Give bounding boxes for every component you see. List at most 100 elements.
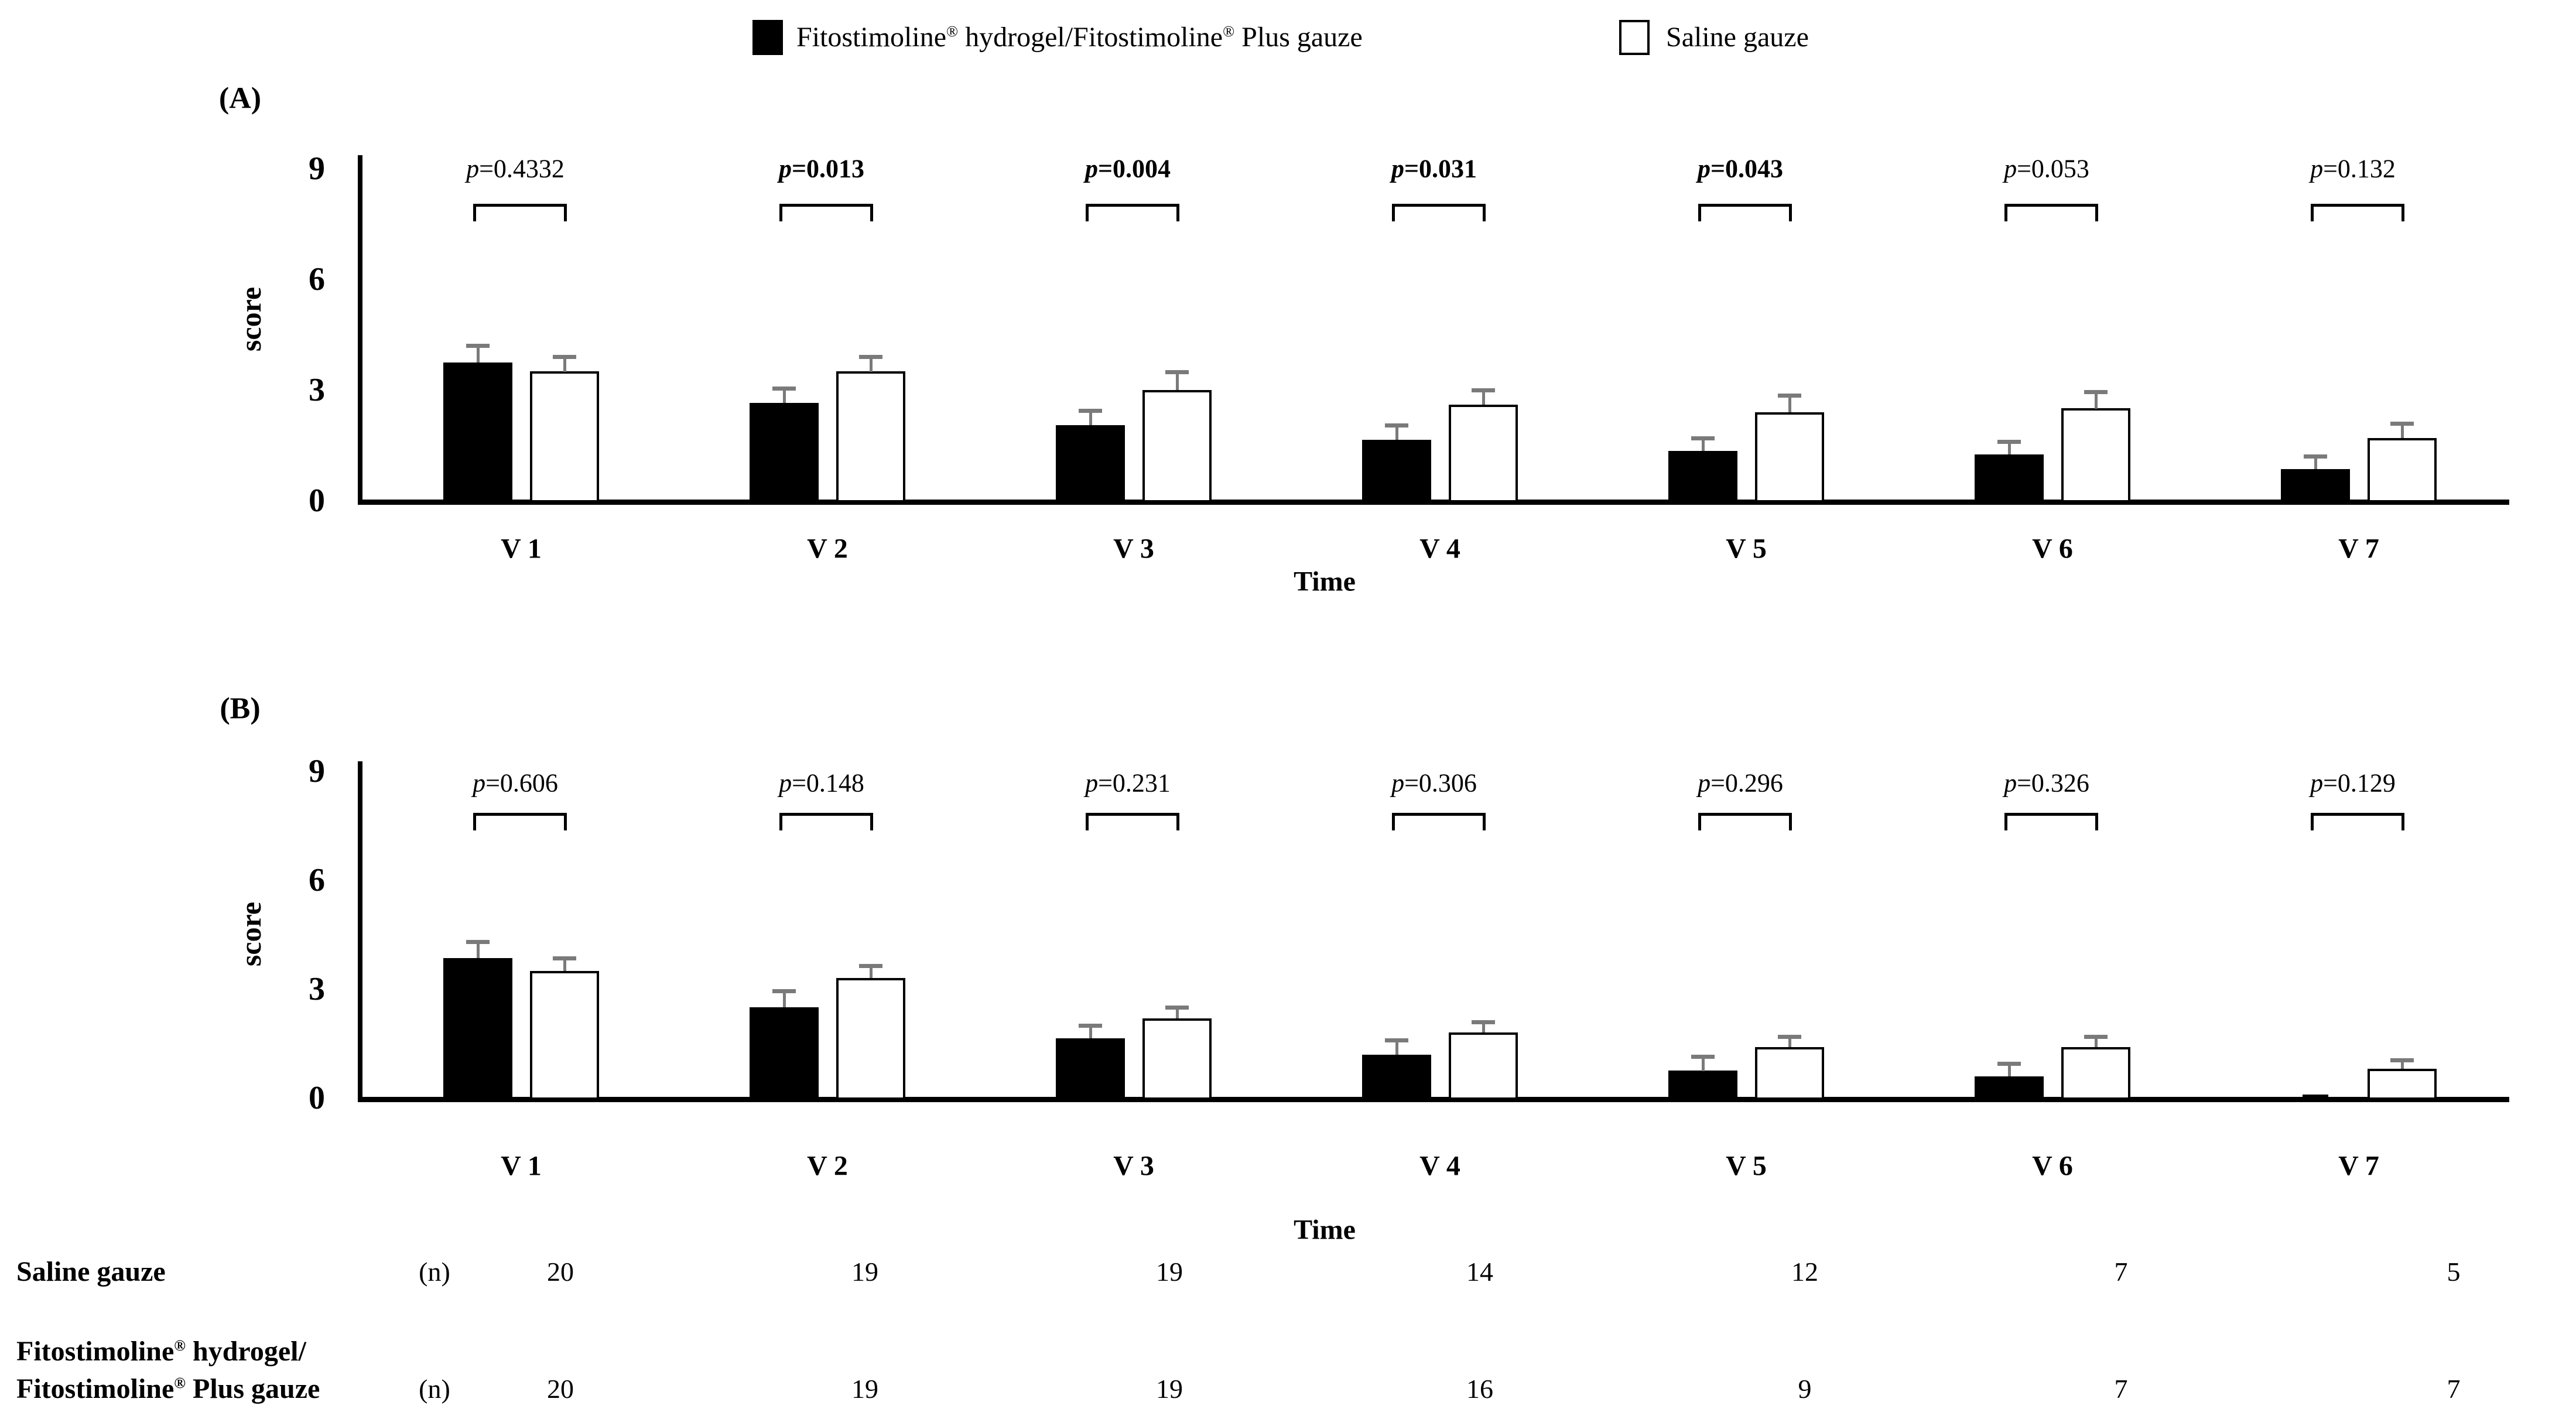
bar-a-2-saline — [836, 371, 905, 502]
error-bar-stem-a-2-fitostimoline — [783, 388, 786, 403]
error-bar-stem-a-7-saline — [2401, 423, 2404, 438]
p-value-label-a-7: p=0.132 — [2310, 154, 2396, 183]
category-label-a-7: V 7 — [2338, 533, 2379, 565]
category-label-b-7: V 7 — [2338, 1150, 2379, 1182]
bar-a-7-saline — [2368, 438, 2437, 502]
error-bar-cap-b-5-fitostimoline — [1691, 1055, 1715, 1059]
significance-bracket-right-tick-a-6 — [2095, 204, 2098, 221]
error-bar-stem-a-1-fitostimoline — [477, 346, 480, 363]
table-value-1-v1: 20 — [547, 1257, 574, 1287]
y-tick-label-b-9: 9 — [309, 753, 325, 789]
bar-a-5-fitostimoline — [1668, 451, 1737, 502]
error-bar-cap-b-7-saline — [2390, 1058, 2414, 1062]
error-bar-cap-b-1-saline — [553, 956, 576, 960]
error-bar-cap-a-7-fitostimoline — [2304, 454, 2327, 459]
bar-b-2-saline — [836, 978, 905, 1100]
significance-bracket-left-tick-a-7 — [2311, 204, 2314, 221]
bar-b-3-fitostimoline — [1056, 1038, 1125, 1100]
bar-a-4-fitostimoline — [1362, 440, 1431, 502]
p-value-label-b-6: p=0.326 — [2004, 768, 2089, 798]
significance-bracket-b-4 — [1392, 813, 1486, 816]
error-bar-cap-a-3-saline — [1165, 370, 1189, 374]
bar-a-1-saline — [530, 371, 599, 502]
bar-a-5-saline — [1755, 412, 1824, 502]
panel-letter-b: (B) — [220, 692, 261, 726]
error-bar-cap-a-2-saline — [859, 355, 882, 359]
error-bar-stem-a-3-saline — [1176, 372, 1179, 390]
table-row-label-1-line-1: Saline gauze — [16, 1256, 166, 1287]
category-label-a-5: V 5 — [1726, 533, 1767, 565]
p-value-label-b-4: p=0.306 — [1391, 768, 1477, 798]
table-value-1-v4: 14 — [1466, 1257, 1493, 1287]
significance-bracket-right-tick-b-5 — [1789, 813, 1792, 830]
significance-bracket-right-tick-b-1 — [564, 813, 567, 830]
error-bar-stem-b-7-saline — [2401, 1060, 2404, 1069]
significance-bracket-a-5 — [1698, 204, 1792, 207]
bar-b-1-fitostimoline — [443, 958, 512, 1100]
legend-swatch-fitostimoline — [752, 20, 783, 55]
legend-label-saline: Saline gauze — [1666, 22, 1809, 53]
error-bar-cap-a-3-fitostimoline — [1079, 409, 1102, 413]
bar-b-6-fitostimoline — [1975, 1076, 2044, 1100]
y-axis-line-b — [358, 761, 362, 1102]
p-value-label-b-7: p=0.129 — [2310, 768, 2396, 798]
error-bar-stem-b-4-fitostimoline — [1395, 1040, 1398, 1055]
p-value-label-a-5: p=0.043 — [1697, 154, 1784, 183]
significance-bracket-a-1 — [473, 204, 567, 207]
significance-bracket-left-tick-b-6 — [2004, 813, 2007, 830]
error-bar-stem-b-5-fitostimoline — [1702, 1056, 1705, 1071]
table-value-2-v2: 19 — [851, 1374, 878, 1404]
significance-bracket-left-tick-a-1 — [473, 204, 476, 221]
error-bar-stem-b-6-saline — [2095, 1037, 2098, 1047]
bar-b-1-saline — [530, 971, 599, 1100]
bar-b-2-fitostimoline — [750, 1007, 819, 1100]
error-bar-cap-b-5-saline — [1778, 1035, 1801, 1039]
error-bar-cap-a-5-fitostimoline — [1691, 436, 1715, 440]
table-n-label-1: (n) — [419, 1257, 450, 1287]
error-bar-stem-b-6-fitostimoline — [2008, 1063, 2011, 1076]
significance-bracket-b-1 — [473, 813, 567, 816]
bar-a-6-saline — [2061, 408, 2130, 502]
x-axis-label-a: Time — [1294, 566, 1356, 597]
bar-b-4-fitostimoline — [1362, 1055, 1431, 1100]
y-axis-label-b: score — [234, 901, 267, 967]
significance-bracket-right-tick-b-3 — [1176, 813, 1179, 830]
error-bar-stem-a-5-saline — [1788, 395, 1791, 412]
error-bar-cap-b-6-fitostimoline — [1997, 1062, 2021, 1066]
significance-bracket-right-tick-a-4 — [1483, 204, 1486, 221]
error-bar-cap-a-1-saline — [553, 355, 576, 359]
category-label-b-1: V 1 — [501, 1150, 542, 1182]
p-value-label-b-2: p=0.148 — [779, 768, 864, 798]
significance-bracket-a-7 — [2311, 204, 2404, 207]
category-label-b-4: V 4 — [1419, 1150, 1460, 1182]
bar-a-4-saline — [1449, 405, 1518, 502]
p-value-label-a-4: p=0.031 — [1391, 154, 1477, 183]
category-label-b-3: V 3 — [1113, 1150, 1154, 1182]
bar-b-6-saline — [2061, 1047, 2130, 1100]
table-value-2-v6: 7 — [2114, 1374, 2128, 1404]
panel-letter-a: (A) — [218, 81, 262, 115]
bar-b-5-fitostimoline — [1668, 1071, 1737, 1100]
significance-bracket-left-tick-a-3 — [1086, 204, 1089, 221]
error-bar-stem-b-5-saline — [1788, 1037, 1791, 1047]
bar-a-3-saline — [1142, 390, 1212, 502]
y-tick-label-b-3: 3 — [309, 971, 325, 1007]
table-value-1-v3: 19 — [1156, 1257, 1183, 1287]
significance-bracket-right-tick-a-5 — [1789, 204, 1792, 221]
error-bar-stem-b-2-fitostimoline — [783, 991, 786, 1007]
bar-a-7-fitostimoline — [2281, 469, 2350, 502]
error-bar-cap-b-3-fitostimoline — [1079, 1024, 1102, 1028]
y-tick-label-b-6: 6 — [309, 862, 325, 898]
x-axis-line-a — [358, 500, 2509, 505]
table-row-label-2-line-1: Fitostimoline® hydrogel/ — [16, 1336, 306, 1367]
significance-bracket-left-tick-b-4 — [1392, 813, 1395, 830]
error-bar-stem-a-3-fitostimoline — [1089, 411, 1092, 425]
p-value-label-b-3: p=0.231 — [1085, 768, 1171, 798]
p-value-label-b-5: p=0.296 — [1698, 768, 1783, 798]
significance-bracket-b-5 — [1698, 813, 1792, 816]
y-tick-label-a-0: 0 — [309, 483, 325, 519]
significance-bracket-a-6 — [2004, 204, 2098, 207]
significance-bracket-left-tick-b-2 — [779, 813, 782, 830]
significance-bracket-b-6 — [2004, 813, 2098, 816]
y-tick-label-b-0: 0 — [309, 1080, 325, 1116]
